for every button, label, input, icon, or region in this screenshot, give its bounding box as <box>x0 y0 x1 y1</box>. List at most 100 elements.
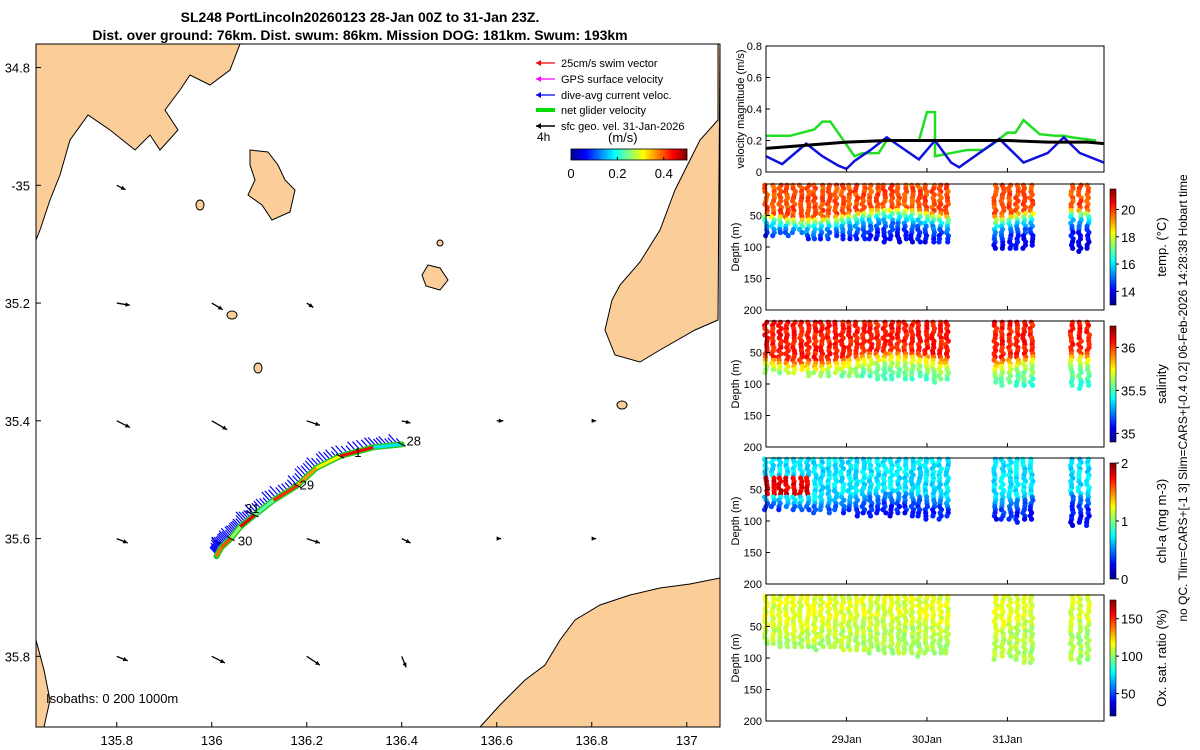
section-sample-dot <box>993 379 999 385</box>
section-colorbar-tick-label: 0 <box>1121 572 1128 587</box>
section-sample-dot <box>931 239 937 245</box>
section-sample-dot <box>811 370 817 376</box>
section-sample-dot <box>817 373 824 379</box>
section-colorbar-tick-label: 35.5 <box>1121 383 1146 398</box>
section-sample-dot <box>1006 516 1012 522</box>
legend-entry-gps-velocity: GPS surface velocity <box>536 74 664 86</box>
velocity-series-line <box>766 139 1104 150</box>
land-southwest-spit <box>36 639 51 727</box>
section-y-tick-label: 200 <box>744 579 762 591</box>
section-sample-dot <box>909 376 915 382</box>
section-colorbar <box>1109 462 1117 580</box>
map-x-tick-label: 136.6 <box>480 733 513 748</box>
geo-velocity-arrowhead <box>405 419 411 425</box>
geo-velocity-vectors <box>116 184 597 668</box>
section-colorbar <box>1109 188 1117 306</box>
map-y-ticks: 34.8 -35 35.2 35.4 35.6 35.8 <box>5 61 41 664</box>
section-sample-dot <box>866 236 872 242</box>
legend-label-dive-avg-current: dive-avg current veloc. <box>561 90 672 102</box>
section-sample-dot <box>909 513 915 519</box>
section-sample-dot <box>854 236 860 242</box>
track-speed-segment <box>272 484 299 502</box>
section-sample-dot <box>895 510 901 516</box>
section-sample-dot <box>993 516 1000 522</box>
velocity-series <box>766 110 1104 171</box>
geo-velocity-arrowhead <box>314 539 320 544</box>
geo-velocity-arrowhead <box>402 662 407 668</box>
section-sample-dot <box>784 644 791 650</box>
section-sample-dot <box>999 382 1005 388</box>
section-sample-dot <box>909 239 916 245</box>
map-frame <box>35 43 721 728</box>
chart-title-line2: Dist. over ground: 76km. Dist. swum: 86k… <box>92 27 628 43</box>
track-speed-segment <box>229 525 242 540</box>
section-sample-dot <box>777 370 783 376</box>
section-colorbar-tick-label: 50 <box>1121 687 1135 702</box>
section-sample-dot <box>887 236 893 242</box>
land-islet-5 <box>436 239 444 247</box>
section-colorbar-tick-label: 20 <box>1121 202 1135 217</box>
day-label: 30 <box>238 534 252 549</box>
swim-vector <box>293 483 302 489</box>
map-colorbar-unit: (m/s) <box>608 130 638 145</box>
section-colorbar <box>1109 325 1117 443</box>
section-sample-dot <box>805 644 812 650</box>
section-sample-dot <box>789 229 795 236</box>
section-sample-dot <box>810 510 817 516</box>
section-sample-dot <box>806 373 812 379</box>
legend-entry-dive-avg-current: dive-avg current veloc. <box>536 90 672 102</box>
section-sample-dot <box>1069 382 1075 388</box>
section-colorbar-label: temp. (°C) <box>1154 217 1169 276</box>
section-sample-dot <box>895 373 901 379</box>
section-sample-dot <box>923 516 929 522</box>
date-ticks: 29Jan 30Jan 31Jan <box>831 168 1022 746</box>
section-sample-dot <box>832 370 839 376</box>
section-colorbar-tick-label: 150 <box>1121 612 1143 627</box>
section-y-tick-label: 50 <box>750 348 762 360</box>
section-sample-dot <box>1086 382 1092 388</box>
track-speed-segment <box>253 499 275 517</box>
section-sample-dot <box>909 650 915 656</box>
section-sample-dot <box>1014 519 1020 525</box>
land-yorke-peninsula <box>36 44 720 363</box>
section-sample-dot <box>799 366 805 373</box>
date-tick-label: 31Jan <box>992 734 1022 746</box>
section-y-tick-label: 200 <box>744 305 762 317</box>
section-sample-dot <box>903 236 909 242</box>
section-sample-dot <box>799 644 805 650</box>
section-sample-dot <box>777 644 783 650</box>
section-sample-dot <box>854 373 860 379</box>
section-sample-dot <box>938 376 944 382</box>
geo-velocity-arrowhead <box>405 539 411 543</box>
map-colorbar-ticks: 0 0.2 0.4 <box>567 157 673 181</box>
section-sample-dot <box>943 650 949 656</box>
section-sample-dot <box>839 373 845 379</box>
section-sample-dot <box>762 370 768 376</box>
track-speed-segment <box>315 454 341 470</box>
legend-label-sfc-geo-velocity: sfc geo. vel. 31-Jan-2026 <box>561 121 685 133</box>
section-sample-dot <box>1021 382 1027 388</box>
section-sample-dot <box>915 513 921 519</box>
section-sample-dot <box>770 233 776 239</box>
section-sample-dot <box>840 510 847 516</box>
velocity-y-label: velocity magnitude (m/s) <box>735 49 747 168</box>
geo-velocity-arrowhead <box>308 303 314 308</box>
land-group <box>36 44 720 727</box>
section-sample-dot <box>1029 382 1036 388</box>
date-tick-label: 30Jan <box>912 734 942 746</box>
section-sample-dot <box>1022 516 1028 522</box>
section-sample-dot <box>768 503 775 510</box>
section-sample-dot <box>881 239 887 245</box>
section-sample-dot <box>1076 248 1082 255</box>
section-colorbar-label: salinity <box>1154 364 1169 404</box>
map-colorbar-tick-label: 0.4 <box>655 166 673 181</box>
land-kangaroo-island <box>479 577 720 727</box>
section-sample-dot <box>1013 245 1019 251</box>
section-sample-dot <box>1007 379 1013 385</box>
section-colorbar-tick-label: 36 <box>1121 340 1135 355</box>
section-colorbar-tick-label: 18 <box>1121 230 1135 245</box>
velocity-y-tick-label: 0.4 <box>747 104 762 116</box>
section-sample-dot <box>882 650 888 656</box>
land-thistle-island <box>247 149 296 221</box>
section-sample-dot <box>882 376 888 382</box>
